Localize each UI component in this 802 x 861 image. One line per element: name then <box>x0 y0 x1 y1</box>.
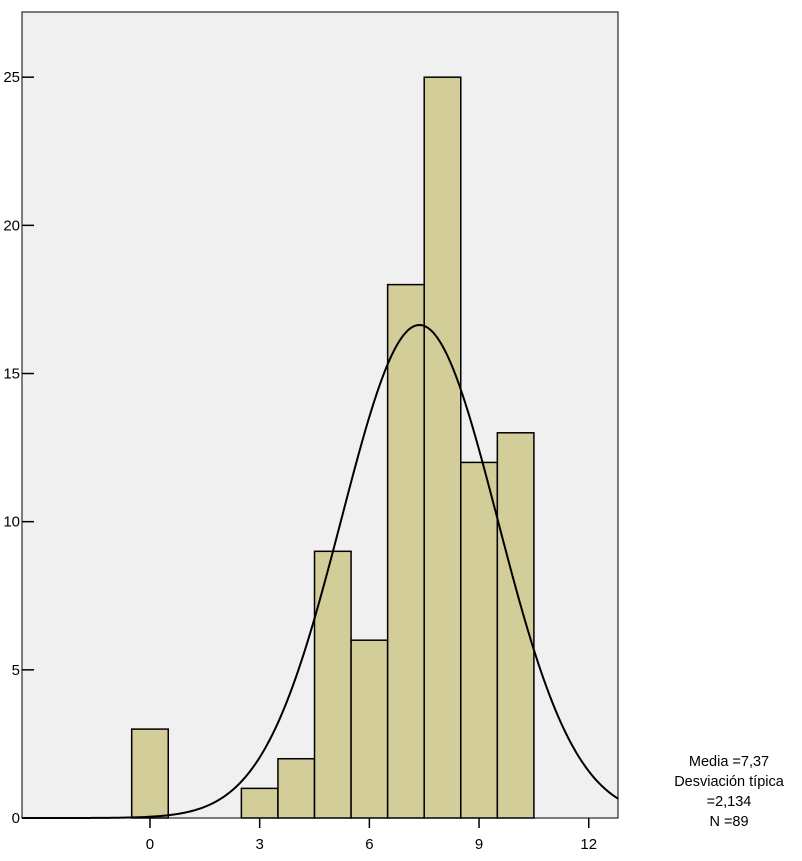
std-label: Desviación típica <box>674 774 784 790</box>
histogram-bar <box>130 728 170 819</box>
y-tick-label: 10 <box>3 514 20 531</box>
x-tick-label: 3 <box>255 836 263 853</box>
histogram-bar <box>313 550 352 819</box>
y-tick-label: 25 <box>3 69 20 86</box>
y-tick-label: 15 <box>3 366 20 383</box>
mean-text: Media =7,37 <box>688 754 770 770</box>
histogram-bar <box>350 639 389 819</box>
stats-box: Media =7,37 Desviación típica =2,134 N =… <box>654 752 802 832</box>
y-tick-label: 5 <box>12 662 20 679</box>
y-tick-label: 0 <box>12 810 20 827</box>
histogram-bar <box>423 76 462 819</box>
histogram-bar <box>460 461 499 819</box>
y-tick-label: 20 <box>3 217 20 234</box>
histogram-bar <box>277 757 316 819</box>
axes-group: 0 5 10 15 20 25 0 3 6 9 12 <box>3 69 597 853</box>
x-tick-label: 9 <box>475 836 483 853</box>
histogram-bar <box>496 432 535 819</box>
x-tick-label: 0 <box>146 836 154 853</box>
histogram-bar <box>240 787 279 819</box>
std-value: =2,134 <box>706 794 752 810</box>
x-tick-label: 12 <box>580 836 597 853</box>
n-text: N =89 <box>709 814 749 830</box>
x-tick-label: 6 <box>365 836 373 853</box>
histogram-bar <box>386 283 425 819</box>
normal-curve <box>22 323 619 819</box>
